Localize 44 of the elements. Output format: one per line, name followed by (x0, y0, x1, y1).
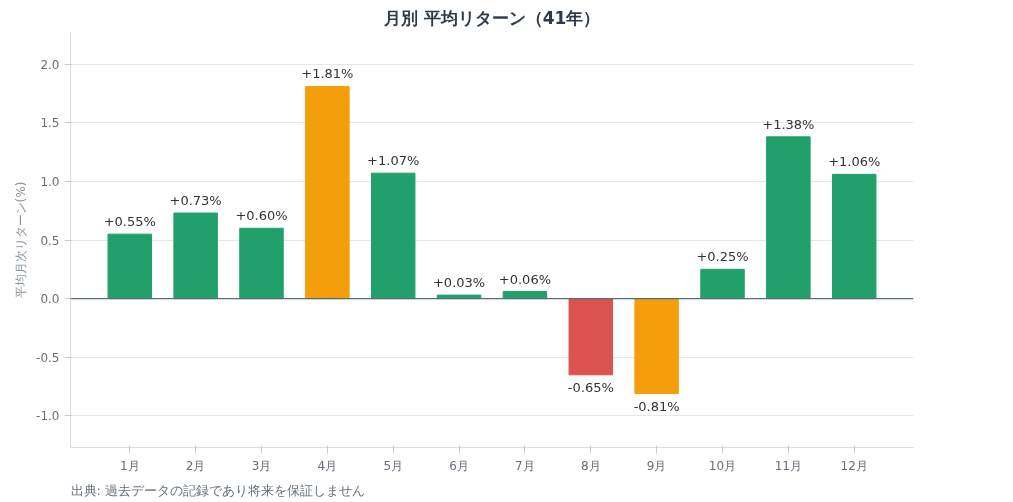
data-label: +0.73% (169, 193, 222, 209)
bar (239, 227, 284, 300)
bar (634, 298, 679, 395)
bar (568, 298, 614, 376)
data-label: +0.06% (498, 271, 552, 287)
data-label: +0.03% (432, 275, 486, 291)
data-label: +0.25% (696, 249, 749, 265)
data-label: -0.81% (633, 398, 680, 414)
x-tick-label: 11月 (774, 458, 803, 473)
source-note: 出典: 過去データの記録であり将来を保証しません (70, 482, 366, 498)
data-label: -0.65% (567, 379, 614, 395)
bar (370, 172, 416, 300)
data-label: +0.60% (235, 208, 288, 224)
bar (107, 233, 153, 300)
x-tick-label: 7月 (515, 458, 535, 473)
y-tick-label: -0.5 (36, 350, 60, 365)
bar (700, 268, 745, 300)
x-tick-label: 5月 (383, 458, 404, 473)
bar (173, 212, 218, 300)
bar (831, 173, 877, 300)
x-tick-label: 6月 (449, 458, 469, 473)
bar (305, 85, 350, 300)
data-label: +1.38% (762, 116, 815, 132)
data-label: +1.81% (301, 66, 354, 82)
x-tick-label: 3月 (251, 458, 272, 473)
y-axis-title: 平均月次リターン(%) (14, 181, 29, 299)
x-tick-label: 12月 (840, 458, 868, 473)
y-tick-label: 2.0 (40, 57, 60, 72)
y-tick-label: 1.0 (40, 174, 60, 189)
bar (766, 136, 811, 300)
data-label: +0.55% (103, 214, 156, 230)
x-tick-label: 8月 (580, 458, 601, 473)
x-tick-label: 2月 (185, 458, 206, 473)
x-tick-label: 10月 (708, 458, 737, 473)
x-tick-label: 4月 (317, 458, 338, 473)
x-tick-label: 1月 (119, 458, 140, 473)
x-tick-label: 9月 (646, 458, 667, 473)
chart-title: 月別 平均リターン（41年） (382, 7, 601, 28)
y-tick-label: 1.5 (40, 116, 60, 131)
y-tick-label: 0.0 (40, 292, 60, 307)
data-label: +1.07% (367, 153, 420, 169)
y-tick-label: 0.5 (40, 233, 60, 248)
y-tick-label: -1.0 (36, 409, 60, 424)
data-label: +1.06% (828, 154, 881, 170)
